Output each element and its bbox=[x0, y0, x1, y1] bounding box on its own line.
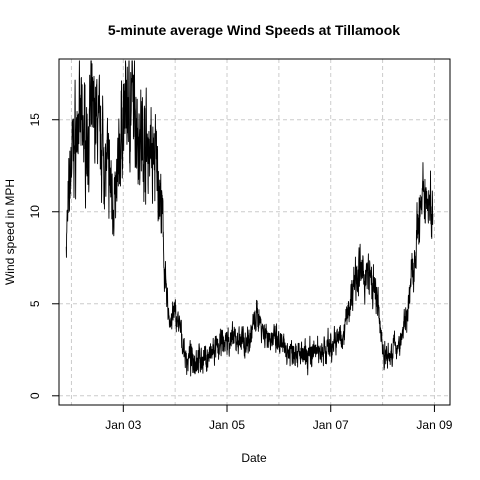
chart-title: 5-minute average Wind Speeds at Tillamoo… bbox=[108, 22, 400, 38]
y-axis-label: Wind speed in MPH bbox=[3, 179, 17, 285]
x-tick-label: Jan 03 bbox=[105, 418, 141, 432]
series-layer bbox=[65, 60, 434, 377]
y-tick-label: 5 bbox=[28, 300, 42, 307]
wind-speed-series-line bbox=[65, 60, 434, 377]
y-tick-label: 10 bbox=[28, 205, 42, 219]
x-axis-label: Date bbox=[241, 451, 267, 465]
x-axis: Jan 03 Jan 05 Jan 07 Jan 09 bbox=[105, 405, 453, 432]
x-tick-label: Jan 09 bbox=[416, 418, 452, 432]
x-tick-label: Jan 07 bbox=[313, 418, 349, 432]
y-axis: 0 5 10 15 bbox=[28, 113, 59, 399]
y-tick-label: 15 bbox=[28, 113, 42, 127]
x-tick-label: Jan 05 bbox=[209, 418, 245, 432]
y-tick-label: 0 bbox=[28, 392, 42, 399]
plot-frame bbox=[58, 58, 451, 406]
